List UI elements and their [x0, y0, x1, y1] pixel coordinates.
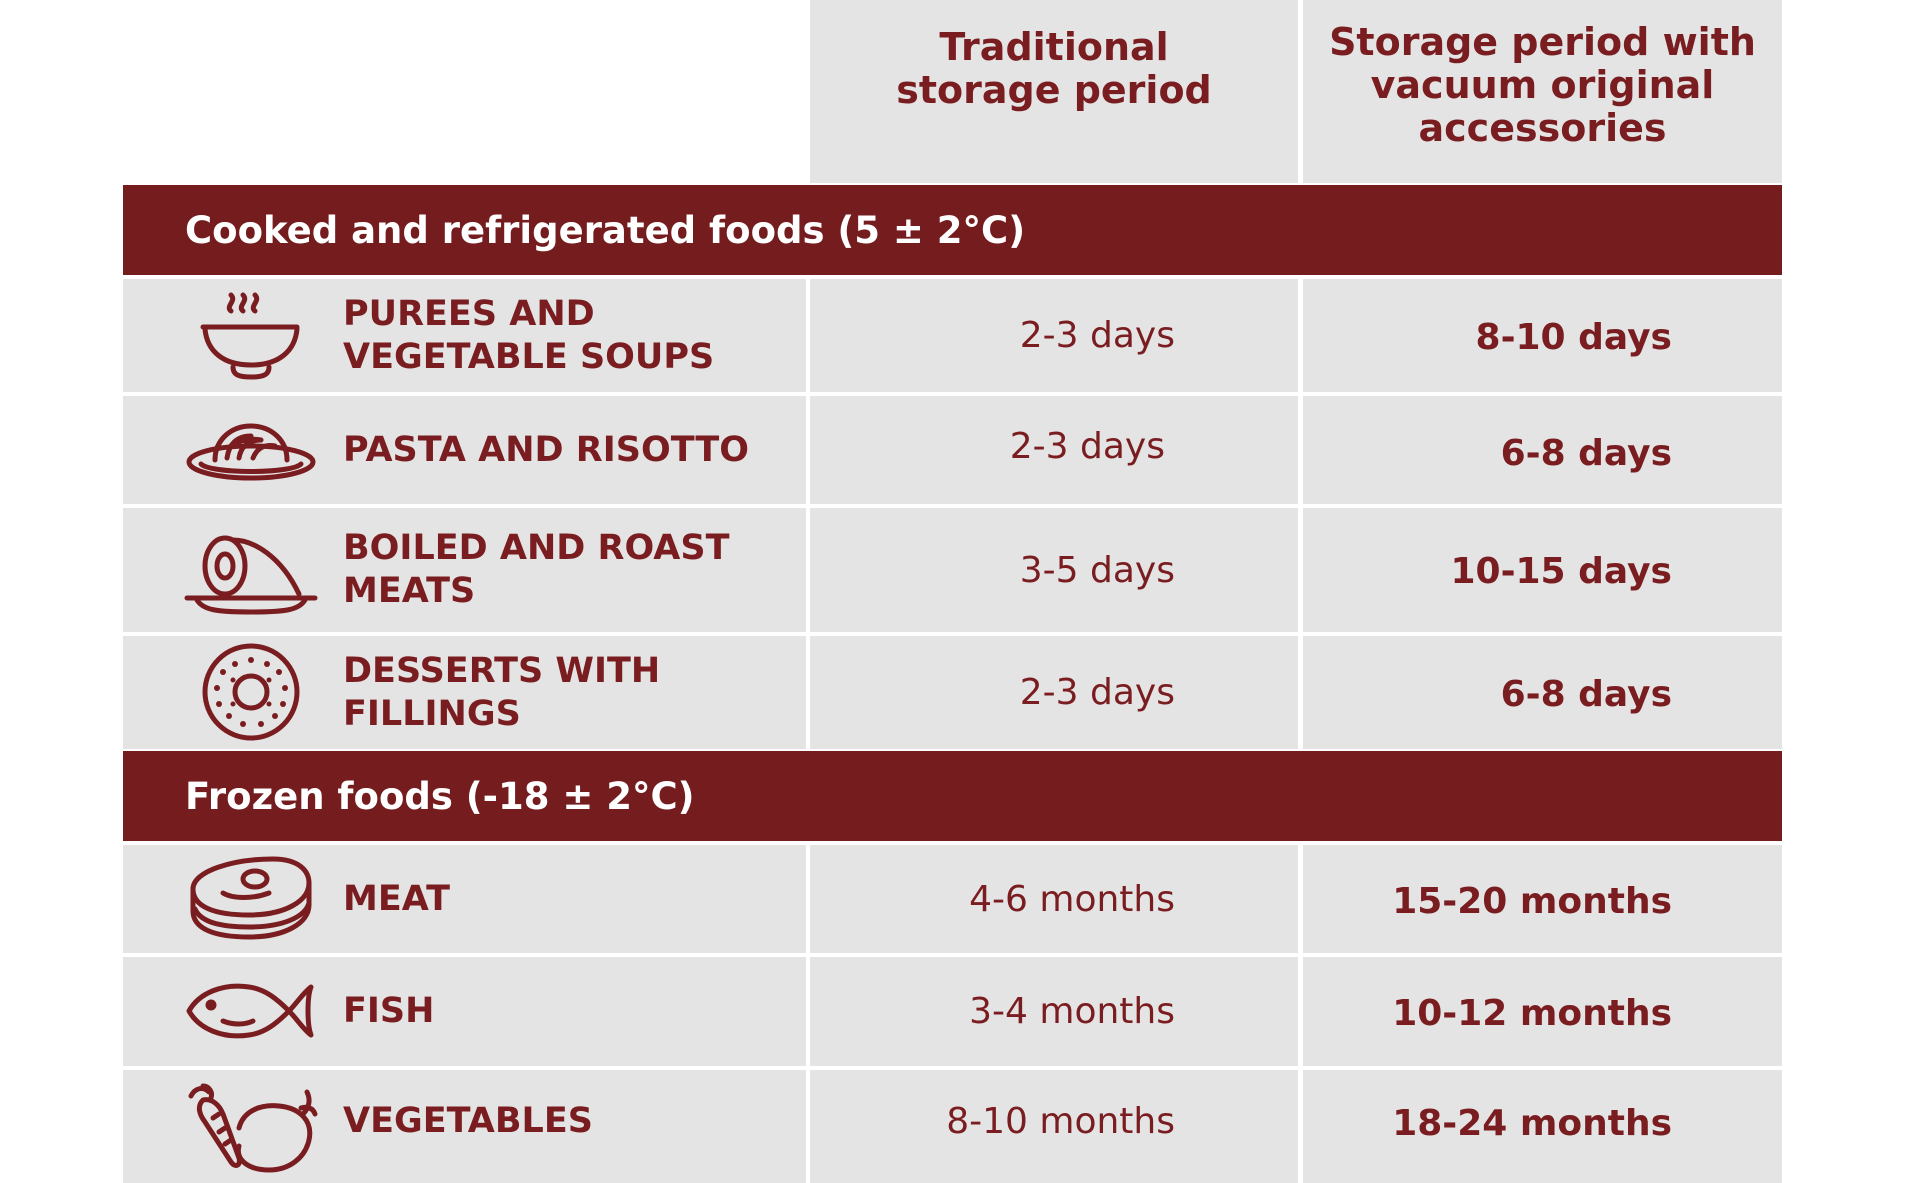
food-cell: VEGETABLES — [123, 1070, 806, 1183]
food-cell: PASTA AND RISOTTO — [123, 396, 806, 504]
vacuum-cell: 6-8 days — [1303, 636, 1782, 749]
food-name: BOILED AND ROAST MEATS — [343, 528, 730, 611]
food-cell: DESSERTS WITH FILLINGS — [123, 636, 806, 749]
food-name: MEAT — [343, 878, 450, 919]
food-name: VEGETABLES — [343, 1101, 593, 1141]
food-cell: MEAT — [123, 845, 806, 953]
fish-icon — [183, 961, 319, 1061]
header-vacuum-cell: Storage period with vacuum original acce… — [1303, 0, 1782, 183]
header-traditional: Traditional storage period — [896, 25, 1212, 112]
vacuum-cell: 18-24 months — [1303, 1070, 1782, 1183]
section-title: Cooked and refrigerated foods (5 ± 2°C) — [185, 208, 1026, 252]
traditional-cell: 3-4 months — [810, 957, 1298, 1066]
section-band-refrigerated: Cooked and refrigerated foods (5 ± 2°C) — [123, 185, 1782, 275]
food-cell: FISH — [123, 957, 806, 1066]
header-vacuum: Storage period with vacuum original acce… — [1329, 20, 1756, 150]
vacuum-cell: 10-15 days — [1303, 508, 1782, 632]
vacuum-value: 18-24 months — [1392, 1103, 1672, 1144]
traditional-value: 2-3 days — [1009, 425, 1165, 467]
traditional-cell: 2-3 days — [810, 396, 1298, 504]
traditional-value: 4-6 months — [969, 878, 1175, 920]
section-title: Frozen foods (-18 ± 2°C) — [185, 774, 695, 818]
vacuum-cell: 10-12 months — [1303, 957, 1782, 1066]
traditional-cell: 2-3 days — [810, 279, 1298, 392]
vacuum-value: 10-15 days — [1450, 550, 1672, 592]
food-name: PASTA AND RISOTTO — [343, 429, 750, 470]
vacuum-value: 8-10 days — [1475, 317, 1672, 358]
donut-icon — [183, 642, 319, 742]
traditional-value: 8-10 months — [946, 1101, 1175, 1142]
vacuum-value: 6-8 days — [1500, 674, 1672, 715]
vegetables-icon — [183, 1078, 319, 1178]
food-name: PUREES AND VEGETABLE SOUPS — [343, 293, 715, 377]
vacuum-value: 10-12 months — [1392, 993, 1672, 1034]
food-cell: BOILED AND ROAST MEATS — [123, 508, 806, 632]
pasta-plate-icon — [183, 400, 319, 500]
traditional-value: 2-3 days — [1019, 315, 1175, 356]
traditional-value: 3-4 months — [969, 991, 1175, 1032]
header-traditional-cell: Traditional storage period — [810, 0, 1298, 183]
traditional-cell: 2-3 days — [810, 636, 1298, 749]
traditional-cell: 8-10 months — [810, 1070, 1298, 1183]
vacuum-cell: 15-20 months — [1303, 845, 1782, 953]
food-cell: PUREES AND VEGETABLE SOUPS — [123, 279, 806, 392]
traditional-value: 3-5 days — [1019, 549, 1175, 591]
vacuum-value: 6-8 days — [1500, 432, 1672, 474]
soup-bowl-icon — [183, 285, 319, 385]
section-band-frozen: Frozen foods (-18 ± 2°C) — [123, 751, 1782, 841]
vacuum-cell: 6-8 days — [1303, 396, 1782, 504]
food-name: DESSERTS WITH FILLINGS — [343, 650, 661, 734]
roast-meat-icon — [183, 524, 319, 624]
storage-table: Traditional storage period Storage perio… — [123, 0, 1782, 1183]
traditional-value: 2-3 days — [1019, 672, 1175, 713]
food-name: FISH — [343, 991, 435, 1031]
traditional-cell: 4-6 months — [810, 845, 1298, 953]
steak-icon — [183, 849, 319, 949]
traditional-cell: 3-5 days — [810, 508, 1298, 632]
vacuum-value: 15-20 months — [1392, 880, 1672, 922]
vacuum-cell: 8-10 days — [1303, 279, 1782, 392]
